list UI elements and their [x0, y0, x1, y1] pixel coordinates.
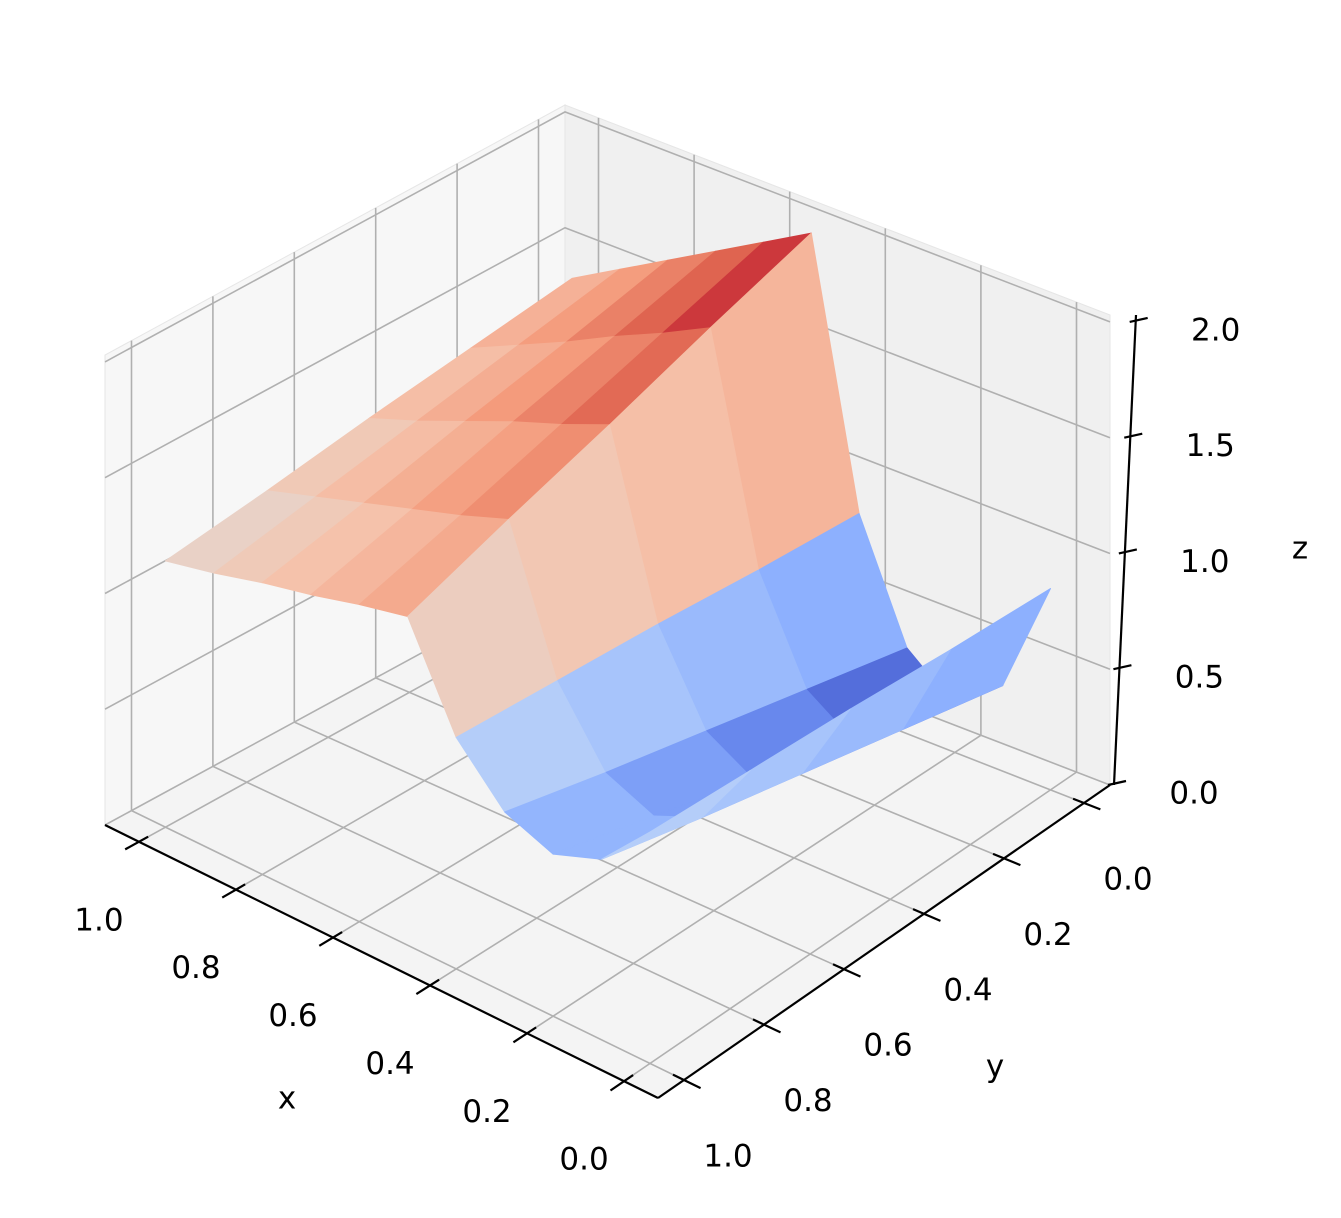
z-tick — [1129, 316, 1148, 324]
y-tick — [912, 908, 941, 922]
x-tick — [415, 978, 440, 995]
y-tick — [1072, 797, 1101, 811]
x-tick-label: 0.4 — [365, 1046, 414, 1082]
z-grid-line — [104, 226, 1111, 479]
surface — [164, 232, 1051, 860]
z-tick-label: 1.0 — [1180, 544, 1229, 580]
x-tick — [318, 931, 343, 947]
y-tick-label: 0.8 — [783, 1083, 832, 1119]
x-tick — [512, 1026, 537, 1044]
x-tick-label: 0.0 — [559, 1142, 608, 1178]
z-axis-label: z — [1292, 531, 1308, 567]
x-tick-label: 0.6 — [268, 998, 317, 1034]
y-tick-label: 0.2 — [1023, 917, 1072, 953]
z-tick — [1113, 664, 1132, 671]
x-tick — [609, 1074, 634, 1092]
y-tick — [832, 963, 861, 978]
y-axis-label: y — [986, 1049, 1004, 1085]
z-tick-label: 0.5 — [1175, 660, 1224, 696]
z-tick-label: 2.0 — [1191, 312, 1240, 348]
surface-patch — [601, 770, 751, 860]
z-tick — [1107, 779, 1127, 787]
z-axis-line — [1112, 314, 1138, 786]
axes: 0.0 0.2 0.4 0.6 0.8 1.0 0.0 0.2 0.4 0.6 0.8 1.0 0.0 0… — [74, 312, 1240, 1177]
y-tick — [672, 1073, 702, 1090]
x-tick-label: 1.0 — [74, 902, 123, 938]
y-tick-label: 0.0 — [1103, 862, 1152, 898]
z-tick — [1124, 432, 1143, 439]
y-tick — [752, 1018, 782, 1034]
y-axis-line — [657, 784, 1111, 1099]
z-tick — [1118, 548, 1138, 555]
x-tick — [221, 883, 246, 899]
y-tick-label: 0.4 — [943, 972, 992, 1008]
x-axis-line — [104, 824, 659, 1099]
x-tick-label: 0.2 — [462, 1094, 511, 1130]
y-tick-label: 0.6 — [863, 1028, 912, 1064]
z-tick-label: 0.0 — [1169, 776, 1218, 812]
y-tick — [992, 852, 1021, 867]
y-tick-label: 1.0 — [703, 1138, 752, 1174]
z-grid-line — [104, 111, 1111, 363]
x-tick-label: 0.8 — [171, 950, 220, 986]
x-tick — [124, 835, 149, 851]
z-tick-label: 1.5 — [1186, 428, 1235, 464]
x-axis-label: x — [278, 1081, 296, 1117]
